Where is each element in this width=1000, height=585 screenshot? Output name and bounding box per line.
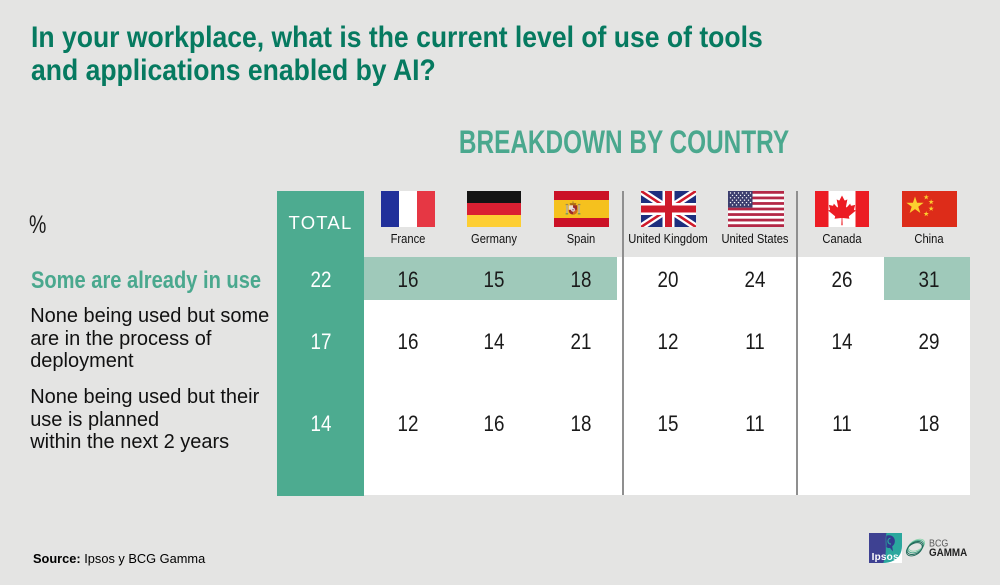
svg-text:GAMMA: GAMMA <box>929 548 968 560</box>
svg-text:BCG: BCG <box>929 538 948 550</box>
svg-text:Ipsos: Ipsos <box>872 552 899 563</box>
